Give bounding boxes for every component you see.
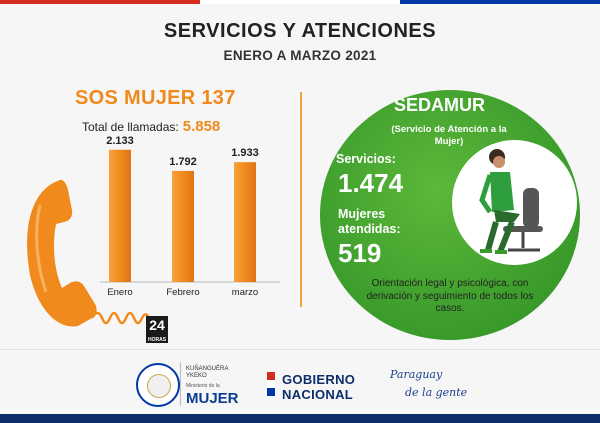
services-value: 1.474 (338, 168, 404, 198)
category-label: marzo (232, 287, 258, 298)
total-calls: Total de llamadas: 5.858 (82, 118, 220, 135)
badge-number: 24 (149, 317, 165, 333)
gobierno-line2: NACIONAL (282, 387, 354, 402)
bar-value-label: 2.133 (106, 135, 134, 147)
women-label: Mujeres atendidas: (338, 207, 401, 236)
total-calls-value: 5.858 (182, 118, 221, 135)
category-label: Febrero (166, 287, 199, 298)
bar-marzo (234, 162, 256, 282)
bottom-bar (0, 414, 600, 423)
badge-text: HORAS (146, 337, 168, 343)
bar-enero (109, 149, 131, 282)
category-label: Enero (107, 287, 132, 298)
slogan-line2: de la gente (405, 386, 468, 399)
sos-title: SOS MUJER 137 (75, 87, 236, 109)
services-label: Servicios: (336, 152, 396, 166)
women-value: 519 (338, 238, 382, 268)
slogan-line1: Paraguay (390, 368, 443, 381)
bar-febrero (172, 170, 194, 282)
gobierno-line1: GOBIERNO (282, 372, 356, 387)
bar-value-label: 1.792 (169, 156, 197, 168)
gobierno-flag-logo (267, 372, 275, 396)
bar-value-label: 1.933 (231, 147, 259, 159)
footer-divider (0, 349, 600, 350)
ministry-name: MUJER (186, 390, 239, 407)
flag-stripe (0, 0, 600, 4)
section-divider (300, 92, 302, 307)
ministry-guarani-name: KUÑANGUÉRA YKEKO (186, 366, 229, 379)
phone-icon (27, 179, 97, 327)
sedamur-description: Orientación legal y psicológica, con der… (366, 278, 534, 314)
24-hours-badge: 24 HORAS (146, 316, 168, 343)
phone-cord-icon (90, 311, 149, 325)
sedamur-subtitle: (Servicio de Atención a la Mujer) (391, 124, 507, 147)
total-calls-label: Total de llamadas: (82, 120, 179, 134)
sedamur-title: SEDAMUR (394, 95, 486, 115)
ministry-sub: Ministerio de la (186, 383, 220, 389)
woman-illustration-circle (452, 140, 577, 265)
logo-separator (180, 362, 181, 406)
national-seal-logo (136, 363, 180, 407)
page-title: SERVICIOS Y ATENCIONES (163, 20, 437, 42)
page-subtitle: ENERO A MARZO 2021 (223, 48, 377, 63)
